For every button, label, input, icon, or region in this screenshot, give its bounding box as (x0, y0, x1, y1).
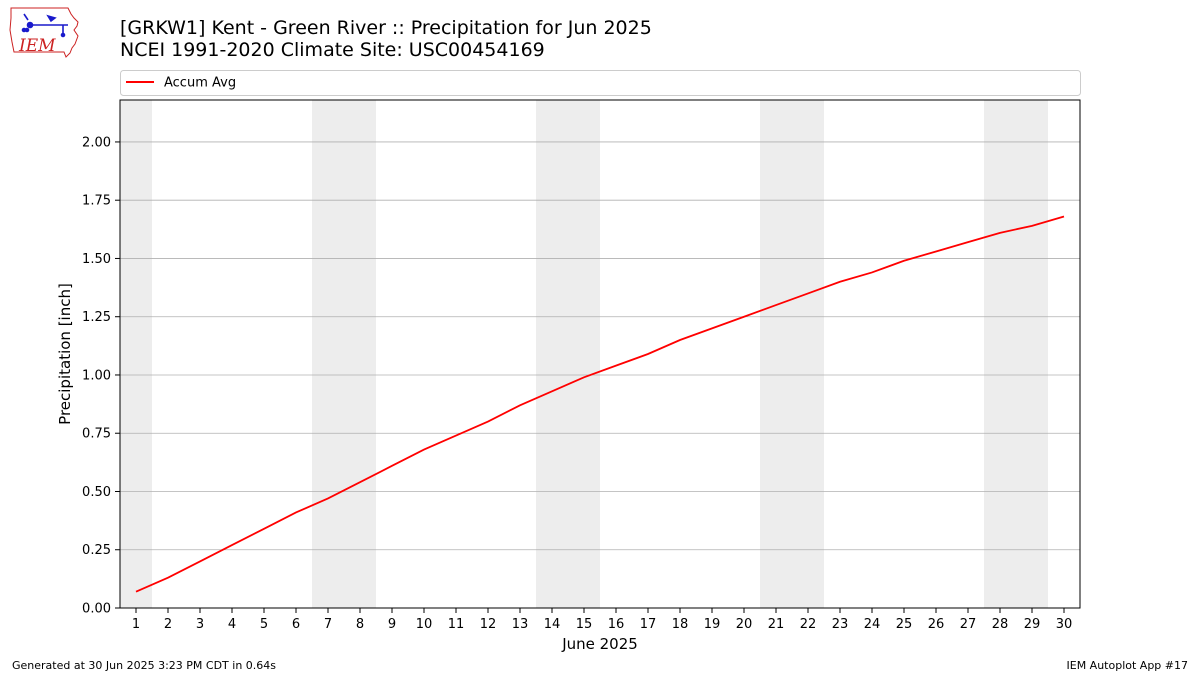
iowa-outline-icon (9, 7, 79, 58)
grid-lines (120, 141, 1080, 609)
y-tick-label: 1.00 (82, 368, 111, 383)
x-tick-label: 11 (448, 617, 465, 632)
x-tick-label: 22 (800, 617, 817, 632)
x-tick-label: 9 (388, 617, 396, 632)
weekend-band (792, 100, 824, 608)
x-tick-label: 27 (960, 617, 977, 632)
x-tick-label: 23 (832, 617, 849, 632)
x-tick-label: 19 (704, 617, 721, 632)
footer-app-label: IEM Autoplot App #17 (1066, 659, 1189, 672)
x-tick-label: 2 (164, 617, 172, 632)
x-axis: 1 2 3 4 5 6 7 8 9 10 11 12 13 14 15 16 17 18 19 20 21 22 23 24 2… (132, 608, 1072, 632)
x-tick-label: 25 (896, 617, 913, 632)
weekend-band (312, 100, 344, 608)
series-line-accum-avg (135, 215, 1065, 593)
x-tick-label: 10 (416, 617, 433, 632)
x-tick-label: 13 (512, 617, 529, 632)
x-tick-label: 14 (544, 617, 561, 632)
x-tick-label: 8 (356, 617, 364, 632)
y-axis: 0.00 0.25 0.50 0.75 1.00 1.25 1.50 1.75 2.00 (82, 135, 120, 617)
legend-label: Accum Avg (164, 76, 236, 91)
weekend-band (344, 100, 376, 608)
y-tick-label: 1.75 (82, 194, 111, 209)
iem-logo-icon: IEM (9, 7, 79, 58)
x-tick-label: 5 (260, 617, 268, 632)
x-tick-label: 3 (196, 617, 204, 632)
x-axis-label: June 2025 (561, 635, 638, 653)
weekend-band (120, 100, 152, 608)
x-tick-label: 28 (992, 617, 1009, 632)
y-axis-label: Precipitation [inch] (56, 283, 74, 425)
x-tick-label: 16 (608, 617, 625, 632)
y-tick-label: 1.25 (82, 310, 111, 325)
x-tick-label: 15 (576, 617, 593, 632)
x-tick-label: 17 (640, 617, 657, 632)
y-tick-label: 0.75 (82, 427, 111, 442)
x-tick-label: 12 (480, 617, 497, 632)
y-tick-label: 0.25 (82, 543, 111, 558)
x-tick-label: 30 (1056, 617, 1073, 632)
y-tick-label: 1.50 (82, 252, 111, 267)
x-tick-label: 24 (864, 617, 881, 632)
x-tick-label: 1 (132, 617, 140, 632)
weekend-band (536, 100, 568, 608)
weather-station-icon (21, 13, 68, 38)
x-tick-label: 21 (768, 617, 785, 632)
y-tick-label: 2.00 (82, 135, 111, 150)
chart-subtitle: NCEI 1991-2020 Climate Site: USC00454169 (120, 39, 545, 61)
x-tick-label: 26 (928, 617, 945, 632)
series-layer (135, 215, 1065, 593)
footer-generated-text: Generated at 30 Jun 2025 3:23 PM CDT in … (12, 659, 277, 672)
x-tick-label: 7 (324, 617, 332, 632)
weekend-band (1016, 100, 1048, 608)
weekend-bands (120, 100, 1048, 608)
x-tick-label: 29 (1024, 617, 1041, 632)
chart-title: [GRKW1] Kent - Green River :: Precipitat… (120, 17, 652, 39)
weekend-band (984, 100, 1016, 608)
logo-text: IEM (18, 36, 56, 56)
legend-box (120, 70, 1081, 96)
x-tick-label: 6 (292, 617, 300, 632)
weekend-band (760, 100, 792, 608)
y-tick-label: 0.00 (82, 602, 111, 617)
axes-frame (119, 99, 1081, 609)
weekend-band (568, 100, 600, 608)
legend: Accum Avg (120, 70, 1081, 96)
x-tick-label: 18 (672, 617, 689, 632)
x-tick-label: 20 (736, 617, 753, 632)
y-tick-label: 0.50 (82, 485, 111, 500)
x-tick-label: 4 (228, 617, 236, 632)
